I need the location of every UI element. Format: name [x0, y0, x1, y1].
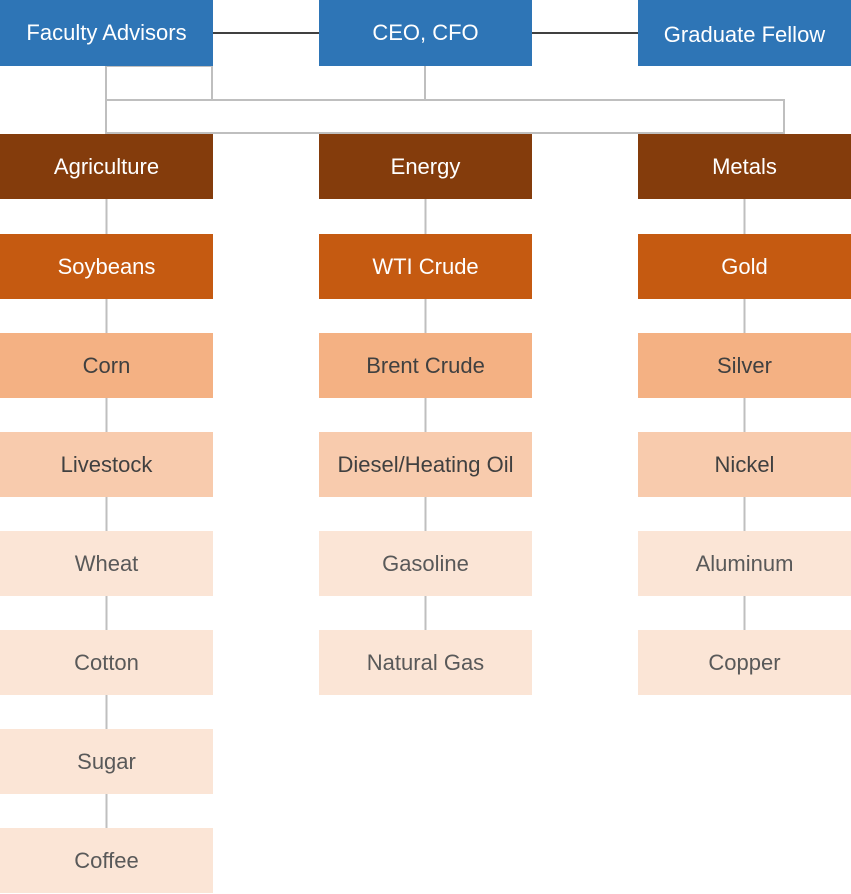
commodity-label: Coffee: [74, 847, 139, 873]
commodity-label: Gasoline: [382, 550, 469, 576]
commodity-label: Wheat: [74, 550, 139, 576]
commodity-box-wti-crude: WTI Crude: [319, 234, 532, 299]
commodity-box-soybeans: Soybeans: [0, 234, 213, 299]
commodity-label: Aluminum: [695, 550, 794, 576]
commodity-box-nickel: Nickel: [638, 432, 851, 497]
column-header-energy: Energy: [319, 134, 532, 199]
faculty-advisors-label: Faculty Advisors: [26, 20, 187, 45]
graduate-fellow-label: Graduate Fellow: [663, 22, 826, 47]
commodity-label: Diesel/Heating Oil: [337, 451, 514, 477]
commodity-label: Nickel: [714, 451, 775, 477]
commodity-box-silver: Silver: [638, 333, 851, 398]
commodity-label: Gold: [721, 253, 768, 279]
commodity-label: Cotton: [74, 649, 139, 675]
commodity-box-livestock: Livestock: [0, 432, 213, 497]
commodity-box-gasoline: Gasoline: [319, 531, 532, 596]
commodity-label: Natural Gas: [366, 649, 485, 675]
commodity-box-brent-crude: Brent Crude: [319, 333, 532, 398]
column-header-label: Metals: [712, 153, 777, 179]
column-header-label: Energy: [390, 153, 461, 179]
faculty-advisors-box: Faculty Advisors: [0, 0, 213, 66]
commodity-label: Soybeans: [57, 253, 156, 279]
commodity-label: Brent Crude: [366, 352, 485, 378]
commodity-box-wheat: Wheat: [0, 531, 213, 596]
commodity-label: Livestock: [60, 451, 153, 477]
commodity-label: Corn: [82, 352, 131, 378]
commodity-box-aluminum: Aluminum: [638, 531, 851, 596]
column-header-agriculture: Agriculture: [0, 134, 213, 199]
column-header-label: Agriculture: [53, 153, 160, 179]
column-header-metals: Metals: [638, 134, 851, 199]
commodity-label: Sugar: [77, 748, 136, 774]
commodity-label: Silver: [716, 352, 772, 378]
graduate-fellow-box: Graduate Fellow: [638, 0, 851, 66]
commodity-label: WTI Crude: [372, 253, 479, 279]
commodity-box-copper: Copper: [638, 630, 851, 695]
connector-bracket: [105, 99, 785, 134]
commodity-box-cotton: Cotton: [0, 630, 213, 695]
commodity-box-diesel-heating-oil: Diesel/Heating Oil: [319, 432, 532, 497]
commodity-box-gold: Gold: [638, 234, 851, 299]
commodity-label: Copper: [708, 649, 781, 675]
commodity-box-corn: Corn: [0, 333, 213, 398]
commodity-box-coffee: Coffee: [0, 828, 213, 893]
commodity-box-natural-gas: Natural Gas: [319, 630, 532, 695]
ceo-cfo-box: CEO, CFO: [319, 0, 532, 66]
ceo-cfo-label: CEO, CFO: [372, 20, 479, 45]
commodity-box-sugar: Sugar: [0, 729, 213, 794]
